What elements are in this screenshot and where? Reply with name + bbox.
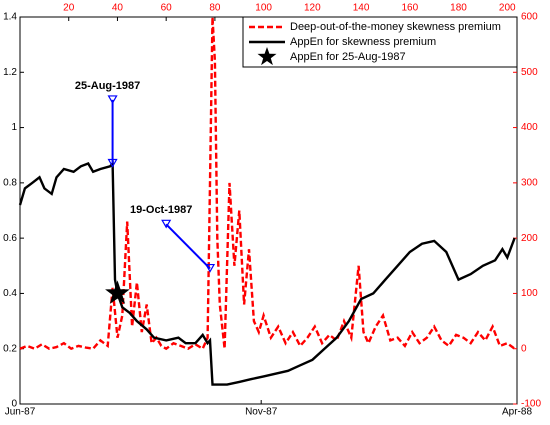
x2-tick-label: 200: [499, 3, 516, 14]
arrow-marker: [161, 219, 172, 229]
y-tick-label: 1.4: [3, 12, 17, 23]
y-tick-label: 0.4: [3, 288, 17, 299]
y2-tick-label: 200: [521, 233, 538, 244]
x2-tick-label: 20: [63, 3, 75, 14]
y2-tick-label: 100: [521, 288, 538, 299]
legend-star: [257, 47, 277, 66]
annotation-text: 19-Oct-1987: [130, 204, 192, 216]
y-tick-label: 0.2: [3, 343, 17, 354]
legend-label: AppEn for skewness premium: [290, 36, 436, 48]
legend-label: Deep-out-of-the-money skewness premium: [290, 21, 501, 33]
y-tick-label: 0.8: [3, 177, 17, 188]
arrow-marker: [107, 158, 118, 168]
x2-tick-label: 40: [112, 3, 124, 14]
y-tick-label: 1.2: [3, 67, 17, 78]
y2-tick-label: 600: [521, 12, 538, 23]
star-marker: [105, 280, 130, 304]
arrow-marker: [204, 263, 216, 273]
series-line: [18, 160, 516, 386]
y-tick-label: 0: [11, 399, 17, 410]
annotation-text: 25-Aug-1987: [75, 80, 140, 92]
x2-tick-label: 100: [255, 3, 272, 14]
y2-tick-label: 300: [521, 177, 538, 188]
y2-tick-label: 400: [521, 122, 538, 133]
x-tick-label: Nov-87: [245, 407, 278, 418]
legend-box: [242, 16, 518, 68]
annotation-arrow: [165, 223, 211, 270]
y2-tick-label: -100: [521, 399, 541, 410]
legend-label: AppEn for 25-Aug-1987: [290, 51, 406, 63]
y-tick-label: 1: [11, 122, 17, 133]
x-tick-label: Jun-87: [5, 407, 36, 418]
x-tick-label: Apr-88: [502, 407, 532, 418]
y-tick-label: 0.6: [3, 233, 17, 244]
x2-tick-label: 140: [353, 3, 370, 14]
x2-tick-label: 160: [401, 3, 418, 14]
y2-tick-label: 500: [521, 67, 538, 78]
arrow-marker: [107, 95, 118, 105]
y2-tick-label: 0: [521, 343, 527, 354]
x2-tick-label: 180: [450, 3, 467, 14]
x2-tick-label: 120: [304, 3, 321, 14]
x2-tick-label: 60: [161, 3, 173, 14]
x2-tick-label: 80: [209, 3, 221, 14]
